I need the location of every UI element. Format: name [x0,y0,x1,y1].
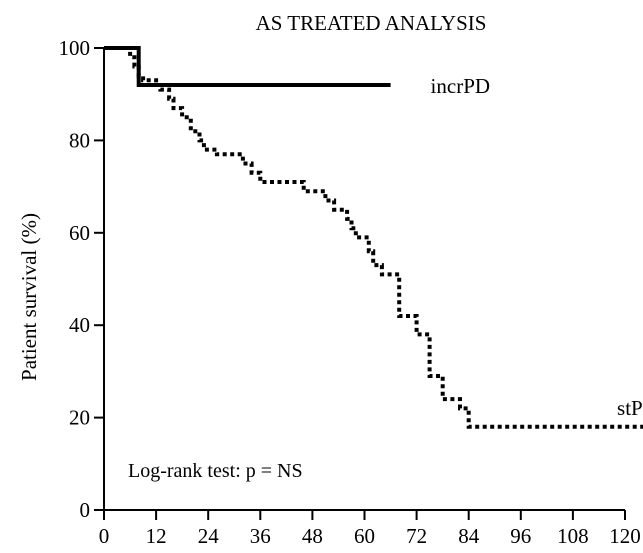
x-tick-label: 72 [406,524,427,548]
x-tick-label: 24 [198,524,220,548]
x-tick-label: 12 [146,524,167,548]
x-tick-label: 36 [250,524,271,548]
chart-title: AS TREATED ANALYSIS [256,11,487,35]
x-tick-label: 0 [99,524,110,548]
x-tick-label: 108 [557,524,589,548]
x-tick-label: 60 [354,524,375,548]
series-label-stpd: stPD [617,396,643,420]
x-tick-label: 84 [458,524,480,548]
y-tick-label: 100 [59,36,91,60]
x-tick-label: 120 [609,524,641,548]
x-axis-ticks: 0 12 24 36 48 60 72 84 96 108 120 [99,510,641,548]
y-tick-label: 80 [69,128,90,152]
series-group: incrPD stPD [104,46,643,429]
x-tick-label: 96 [510,524,531,548]
series-label-incrpd: incrPD [431,74,491,98]
y-tick-label: 60 [69,221,90,245]
x-tick-label: 48 [302,524,323,548]
y-tick-label: 40 [69,313,90,337]
axes [103,48,625,511]
series-line-stpd [104,46,643,429]
y-tick-label: 0 [80,498,91,522]
y-axis-ticks: 0 20 40 60 80 100 [59,36,104,522]
y-tick-label: 20 [69,406,90,430]
log-rank-annotation: Log-rank test: p = NS [128,460,303,482]
y-axis-label: Patient survival (%) [17,213,41,381]
